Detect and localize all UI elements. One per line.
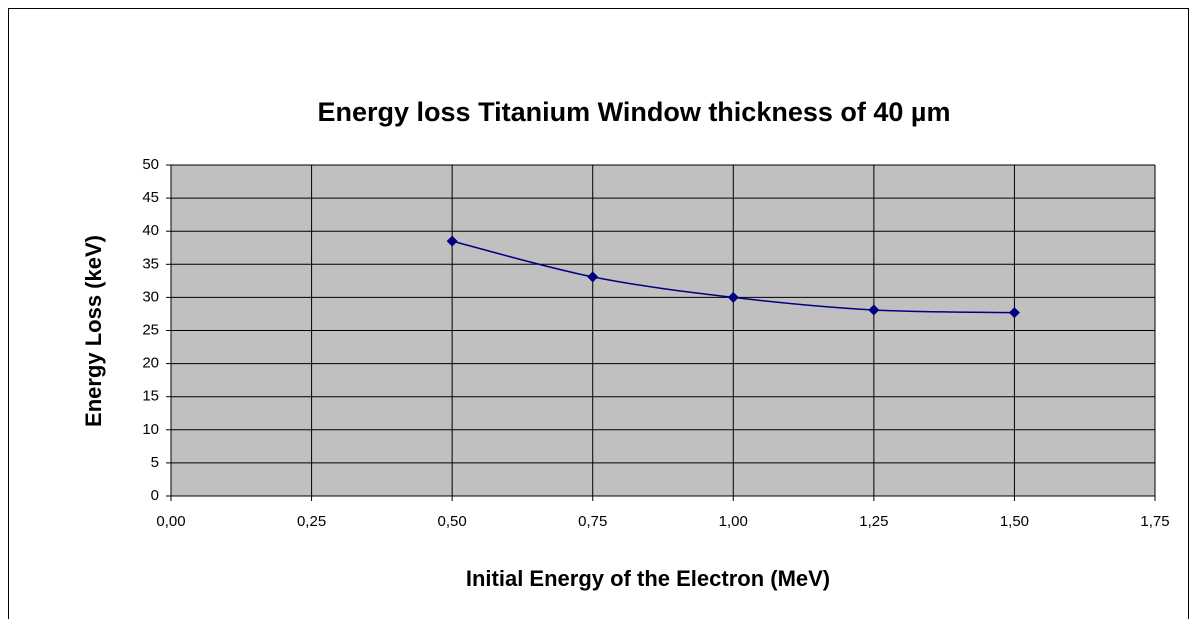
plot-area [166, 164, 1156, 501]
x-tick-label: 0,25 [297, 513, 326, 530]
y-tick-label: 20 [142, 355, 159, 372]
y-tick-label: 10 [142, 421, 159, 438]
x-tick-label: 1,25 [859, 513, 888, 530]
x-axis-title: Initial Energy of the Electron (MeV) [466, 566, 830, 591]
x-tick-label: 1,75 [1140, 513, 1169, 530]
y-tick-label: 5 [151, 454, 159, 471]
y-tick-label: 30 [142, 288, 159, 305]
x-tick-label: 0,50 [438, 513, 467, 530]
x-tick-label: 0,00 [156, 513, 185, 530]
y-tick-label: 45 [142, 189, 159, 206]
y-tick-label: 0 [151, 487, 159, 504]
y-axis-title: Energy Loss (keV) [81, 235, 106, 427]
data-point [868, 304, 880, 316]
x-tick-label: 1,50 [1000, 513, 1029, 530]
y-tick-label: 15 [142, 388, 159, 405]
x-tick-label: 0,75 [578, 513, 607, 530]
chart-title: Energy loss Titanium Window thickness of… [318, 97, 951, 127]
data-point [587, 271, 599, 283]
y-tick-label: 35 [142, 255, 159, 272]
data-point [727, 291, 739, 303]
y-tick-label: 50 [142, 156, 159, 173]
y-tick-label: 25 [142, 321, 159, 338]
x-tick-label: 1,00 [719, 513, 748, 530]
data-point [446, 235, 458, 247]
y-tick-label: 40 [142, 222, 159, 239]
data-point [1008, 307, 1020, 319]
